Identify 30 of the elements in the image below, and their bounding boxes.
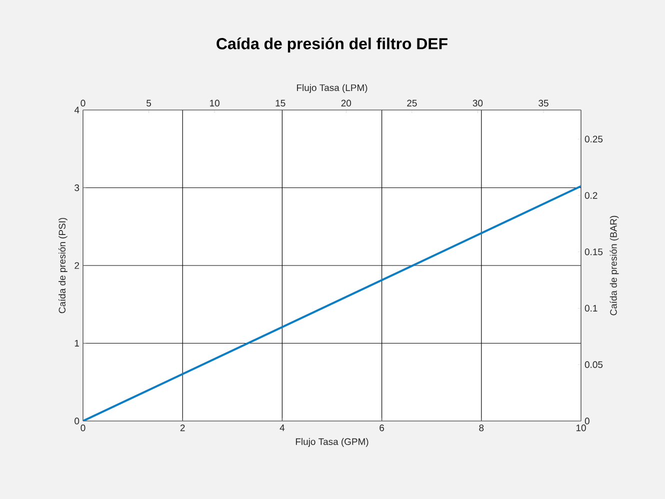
y-tick-label: 2	[74, 262, 80, 269]
y-tick-label: 3	[74, 184, 80, 192]
y-tick-label: 0	[74, 418, 80, 424]
x2-tick-label: 20	[341, 100, 352, 106]
y2-tick-label: 0.25	[584, 136, 603, 142]
x-tick-label: 8	[479, 424, 484, 432]
y-tick-label: 1	[74, 340, 80, 347]
x-tick-label: 2	[180, 424, 185, 432]
x2-tick-label: 15	[276, 100, 286, 106]
x-tick-label: 6	[380, 424, 384, 432]
y2-tick-label: 0	[584, 418, 590, 424]
x-tick-label: 10	[576, 424, 586, 432]
x2-axis-title: Flujo Tasa (LPM)	[297, 84, 368, 93]
y2-tick-label: 0.1	[584, 304, 598, 312]
x-tick-label: 4	[280, 424, 285, 432]
x-tick-label: 0	[80, 424, 86, 432]
y2-axis-title: Caída de presión (BAR)	[610, 216, 619, 316]
y2-tick-label: 0.05	[584, 361, 603, 368]
y2-tick-label: 0.2	[584, 192, 598, 199]
y2-tick-label: 0.15	[584, 248, 603, 256]
x2-tick-label: 5	[146, 100, 152, 106]
x2-tick-label: 0	[80, 100, 86, 106]
x2-tick-label: 35	[538, 100, 548, 106]
y-axis-title: Caída de presión (PSI)	[58, 218, 68, 314]
x2-tick-label: 10	[210, 100, 220, 106]
x-axis-title: Flujo Tasa (GPM)	[296, 438, 368, 447]
x2-tick-label: 25	[407, 100, 417, 106]
y-tick-label: 4	[74, 106, 80, 114]
x2-tick-label: 30	[472, 100, 483, 106]
chart-title: Caída de presión del filtro DEF	[216, 38, 448, 52]
